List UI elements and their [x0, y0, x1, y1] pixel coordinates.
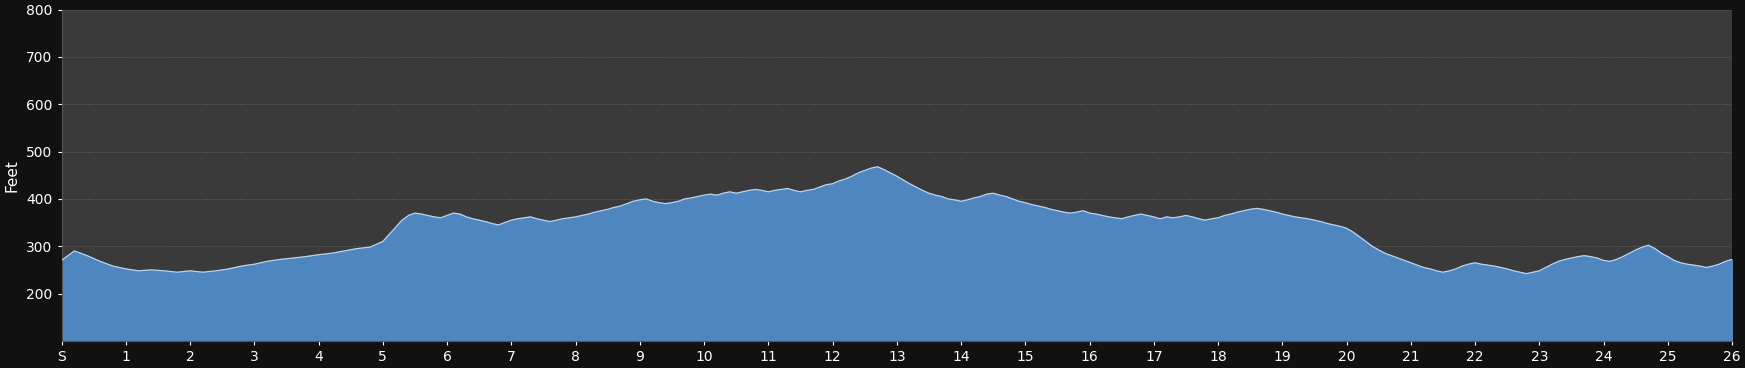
Y-axis label: Feet: Feet: [3, 159, 19, 192]
